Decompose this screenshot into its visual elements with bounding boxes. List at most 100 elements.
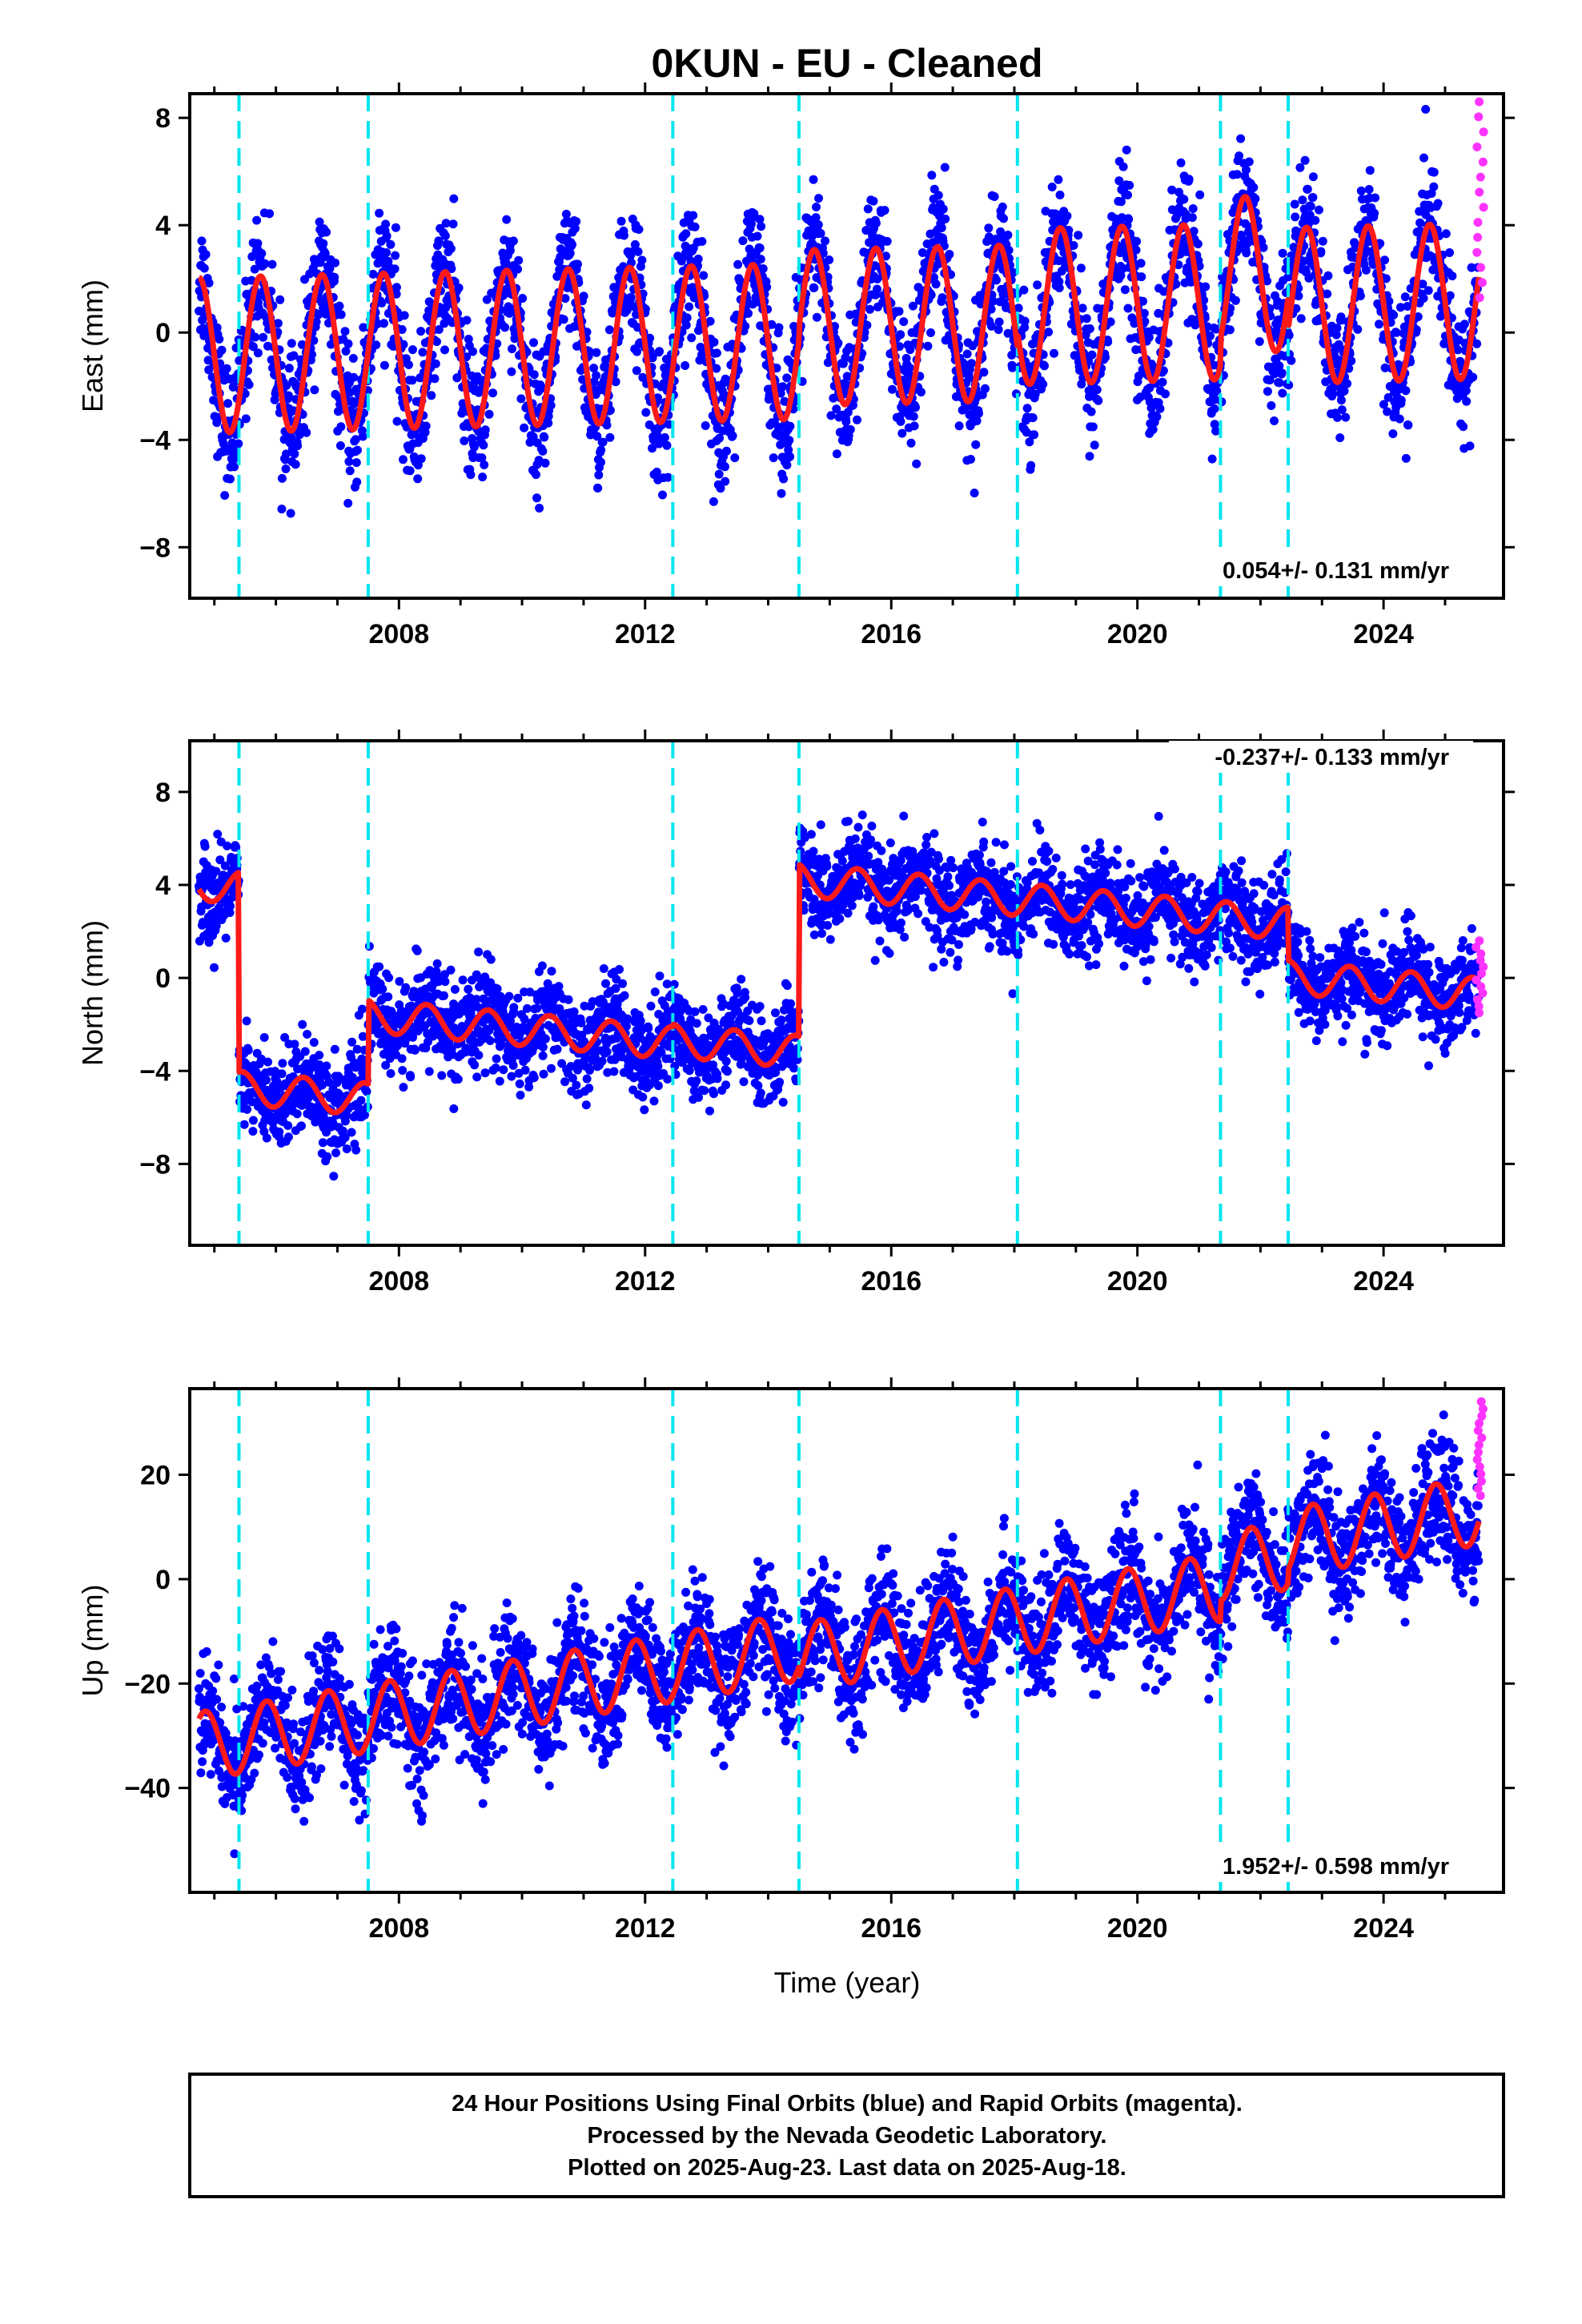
east-data-point — [873, 284, 881, 294]
east-data-point — [1145, 383, 1154, 392]
east-data-point — [1336, 396, 1346, 405]
north-data-point — [538, 1043, 548, 1051]
east-data-point — [996, 227, 1006, 236]
east-data-point — [861, 226, 871, 235]
east-data-point — [994, 325, 1003, 335]
north-data-point — [331, 1148, 340, 1158]
east-data-point — [685, 302, 694, 312]
east-data-point — [469, 442, 479, 452]
east-data-point — [1206, 332, 1215, 340]
east-data-point — [1314, 205, 1323, 215]
east-data-point — [413, 474, 423, 484]
east-data-point — [1020, 316, 1030, 326]
north-data-point — [513, 993, 523, 1003]
east-data-point — [926, 290, 936, 300]
east-data-point — [330, 272, 339, 282]
east-data-point — [1400, 292, 1410, 302]
east-data-point — [755, 243, 765, 253]
east-data-point — [906, 438, 916, 448]
east-data-point — [382, 248, 391, 257]
east-data-point — [785, 436, 794, 445]
east-data-point — [1429, 167, 1439, 177]
east-data-point — [1044, 328, 1054, 337]
east-data-point — [1003, 231, 1013, 239]
east-rapid-point — [1473, 232, 1483, 242]
north-data-point — [248, 1116, 258, 1125]
east-data-point — [992, 275, 1001, 285]
east-data-point — [331, 258, 339, 267]
east-data-point — [421, 421, 431, 431]
east-rapid-point — [1472, 143, 1482, 151]
north-data-point — [410, 1045, 420, 1055]
east-data-point — [733, 259, 743, 269]
east-data-point — [197, 236, 207, 246]
east-data-point — [529, 370, 539, 380]
east-data-point — [500, 323, 510, 332]
north-data-point — [564, 995, 573, 1004]
east-data-point — [1389, 310, 1399, 320]
east-data-point — [1148, 424, 1158, 434]
east-rapid-point — [1474, 112, 1484, 122]
east-data-point — [1171, 279, 1181, 289]
east-data-point — [809, 175, 818, 184]
north-data-point — [516, 1091, 525, 1100]
east-data-point — [716, 484, 725, 493]
north-data-point — [584, 1084, 594, 1093]
north-data-point — [453, 1075, 463, 1084]
east-data-point — [416, 327, 426, 336]
east-data-point — [697, 237, 707, 246]
east-data-point — [466, 470, 476, 480]
east-data-point — [532, 493, 541, 503]
east-data-point — [1355, 292, 1365, 300]
north-data-point — [347, 1037, 357, 1047]
east-y-tick-label: −8 — [139, 533, 171, 563]
north-data-point — [401, 983, 411, 992]
east-data-point — [632, 366, 641, 376]
east-data-point — [777, 489, 786, 498]
east-data-point — [1296, 314, 1306, 324]
east-x-tick-label: 2024 — [1353, 619, 1414, 649]
east-data-point — [341, 347, 351, 356]
east-data-point — [565, 248, 575, 258]
east-data-point — [1167, 185, 1177, 195]
east-data-point — [785, 452, 795, 461]
east-data-point — [604, 325, 614, 335]
east-data-point — [962, 402, 971, 412]
east-data-point — [593, 484, 603, 493]
east-rapid-point — [1479, 127, 1488, 137]
east-data-point — [1207, 454, 1217, 464]
east-data-point — [637, 255, 647, 265]
east-data-point — [1101, 352, 1110, 362]
east-data-point — [630, 239, 640, 249]
east-data-point — [979, 368, 989, 377]
east-data-point — [1122, 145, 1131, 155]
east-data-point — [965, 373, 974, 383]
east-data-point — [778, 382, 788, 392]
east-data-point — [326, 340, 335, 349]
east-rapid-point — [1473, 218, 1483, 227]
north-data-point — [329, 1172, 339, 1181]
east-data-point — [228, 382, 238, 392]
east-data-point — [930, 273, 938, 282]
east-data-point — [1054, 277, 1064, 287]
east-data-point — [620, 231, 628, 240]
north-data-point — [275, 1127, 284, 1136]
east-data-point — [1155, 404, 1165, 413]
east-data-point — [1092, 385, 1102, 395]
east-data-point — [368, 269, 378, 279]
north-data-point — [486, 955, 496, 964]
east-data-point — [589, 364, 599, 373]
east-data-point — [386, 239, 396, 249]
east-rapid-point — [1475, 293, 1484, 303]
east-data-point — [1088, 422, 1098, 432]
east-data-point — [1090, 440, 1099, 450]
east-data-point — [1460, 320, 1469, 329]
north-data-point — [315, 1051, 324, 1060]
east-data-point — [1193, 239, 1203, 249]
east-data-point — [1429, 182, 1439, 191]
east-data-point — [546, 400, 556, 410]
figure-title: 0KUN - EU - Cleaned — [652, 41, 1043, 86]
east-data-point — [693, 254, 703, 263]
east-data-point — [756, 255, 765, 264]
